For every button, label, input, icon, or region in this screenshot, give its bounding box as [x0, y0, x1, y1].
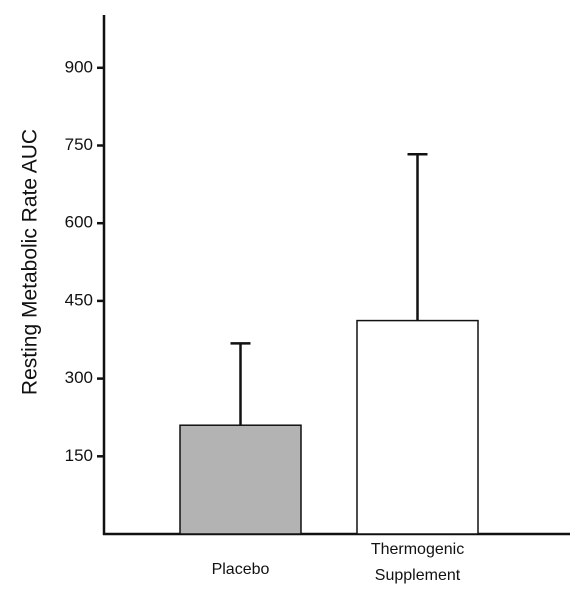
- bar: [179, 424, 302, 535]
- category-label: Placebo: [212, 561, 270, 578]
- y-ticks: 150 300 450 600 750 900: [65, 57, 104, 465]
- bars: [179, 319, 479, 535]
- y-tick-label: 450: [65, 290, 93, 309]
- y-axis-label: Resting Metabolic Rate AUC: [19, 129, 42, 395]
- y-tick-label: 750: [65, 135, 93, 154]
- category-label: Supplement: [375, 567, 461, 584]
- y-tick-label: 600: [65, 213, 93, 232]
- error-bars: [230, 153, 428, 426]
- y-tick-label: 900: [65, 57, 93, 76]
- y-axis-label-group: Resting Metabolic Rate AUC: [19, 129, 42, 395]
- bar: [356, 319, 479, 535]
- y-tick-label: 150: [65, 446, 93, 465]
- category-labels: Placebo Thermogenic Supplement: [212, 541, 465, 584]
- y-tick-label: 300: [65, 368, 93, 387]
- category-label: Thermogenic: [371, 541, 464, 558]
- axes: [102, 15, 570, 536]
